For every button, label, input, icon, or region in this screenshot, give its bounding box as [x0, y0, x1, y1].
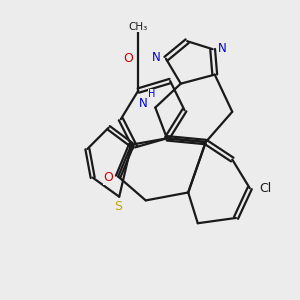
Text: N: N: [218, 42, 226, 55]
Text: N: N: [152, 51, 161, 64]
Text: O: O: [123, 52, 133, 65]
Text: CH₃: CH₃: [129, 22, 148, 32]
Text: O: O: [104, 171, 113, 184]
Text: H: H: [148, 89, 156, 99]
Text: N: N: [139, 97, 148, 110]
Text: S: S: [114, 200, 122, 213]
Text: Cl: Cl: [260, 182, 272, 195]
